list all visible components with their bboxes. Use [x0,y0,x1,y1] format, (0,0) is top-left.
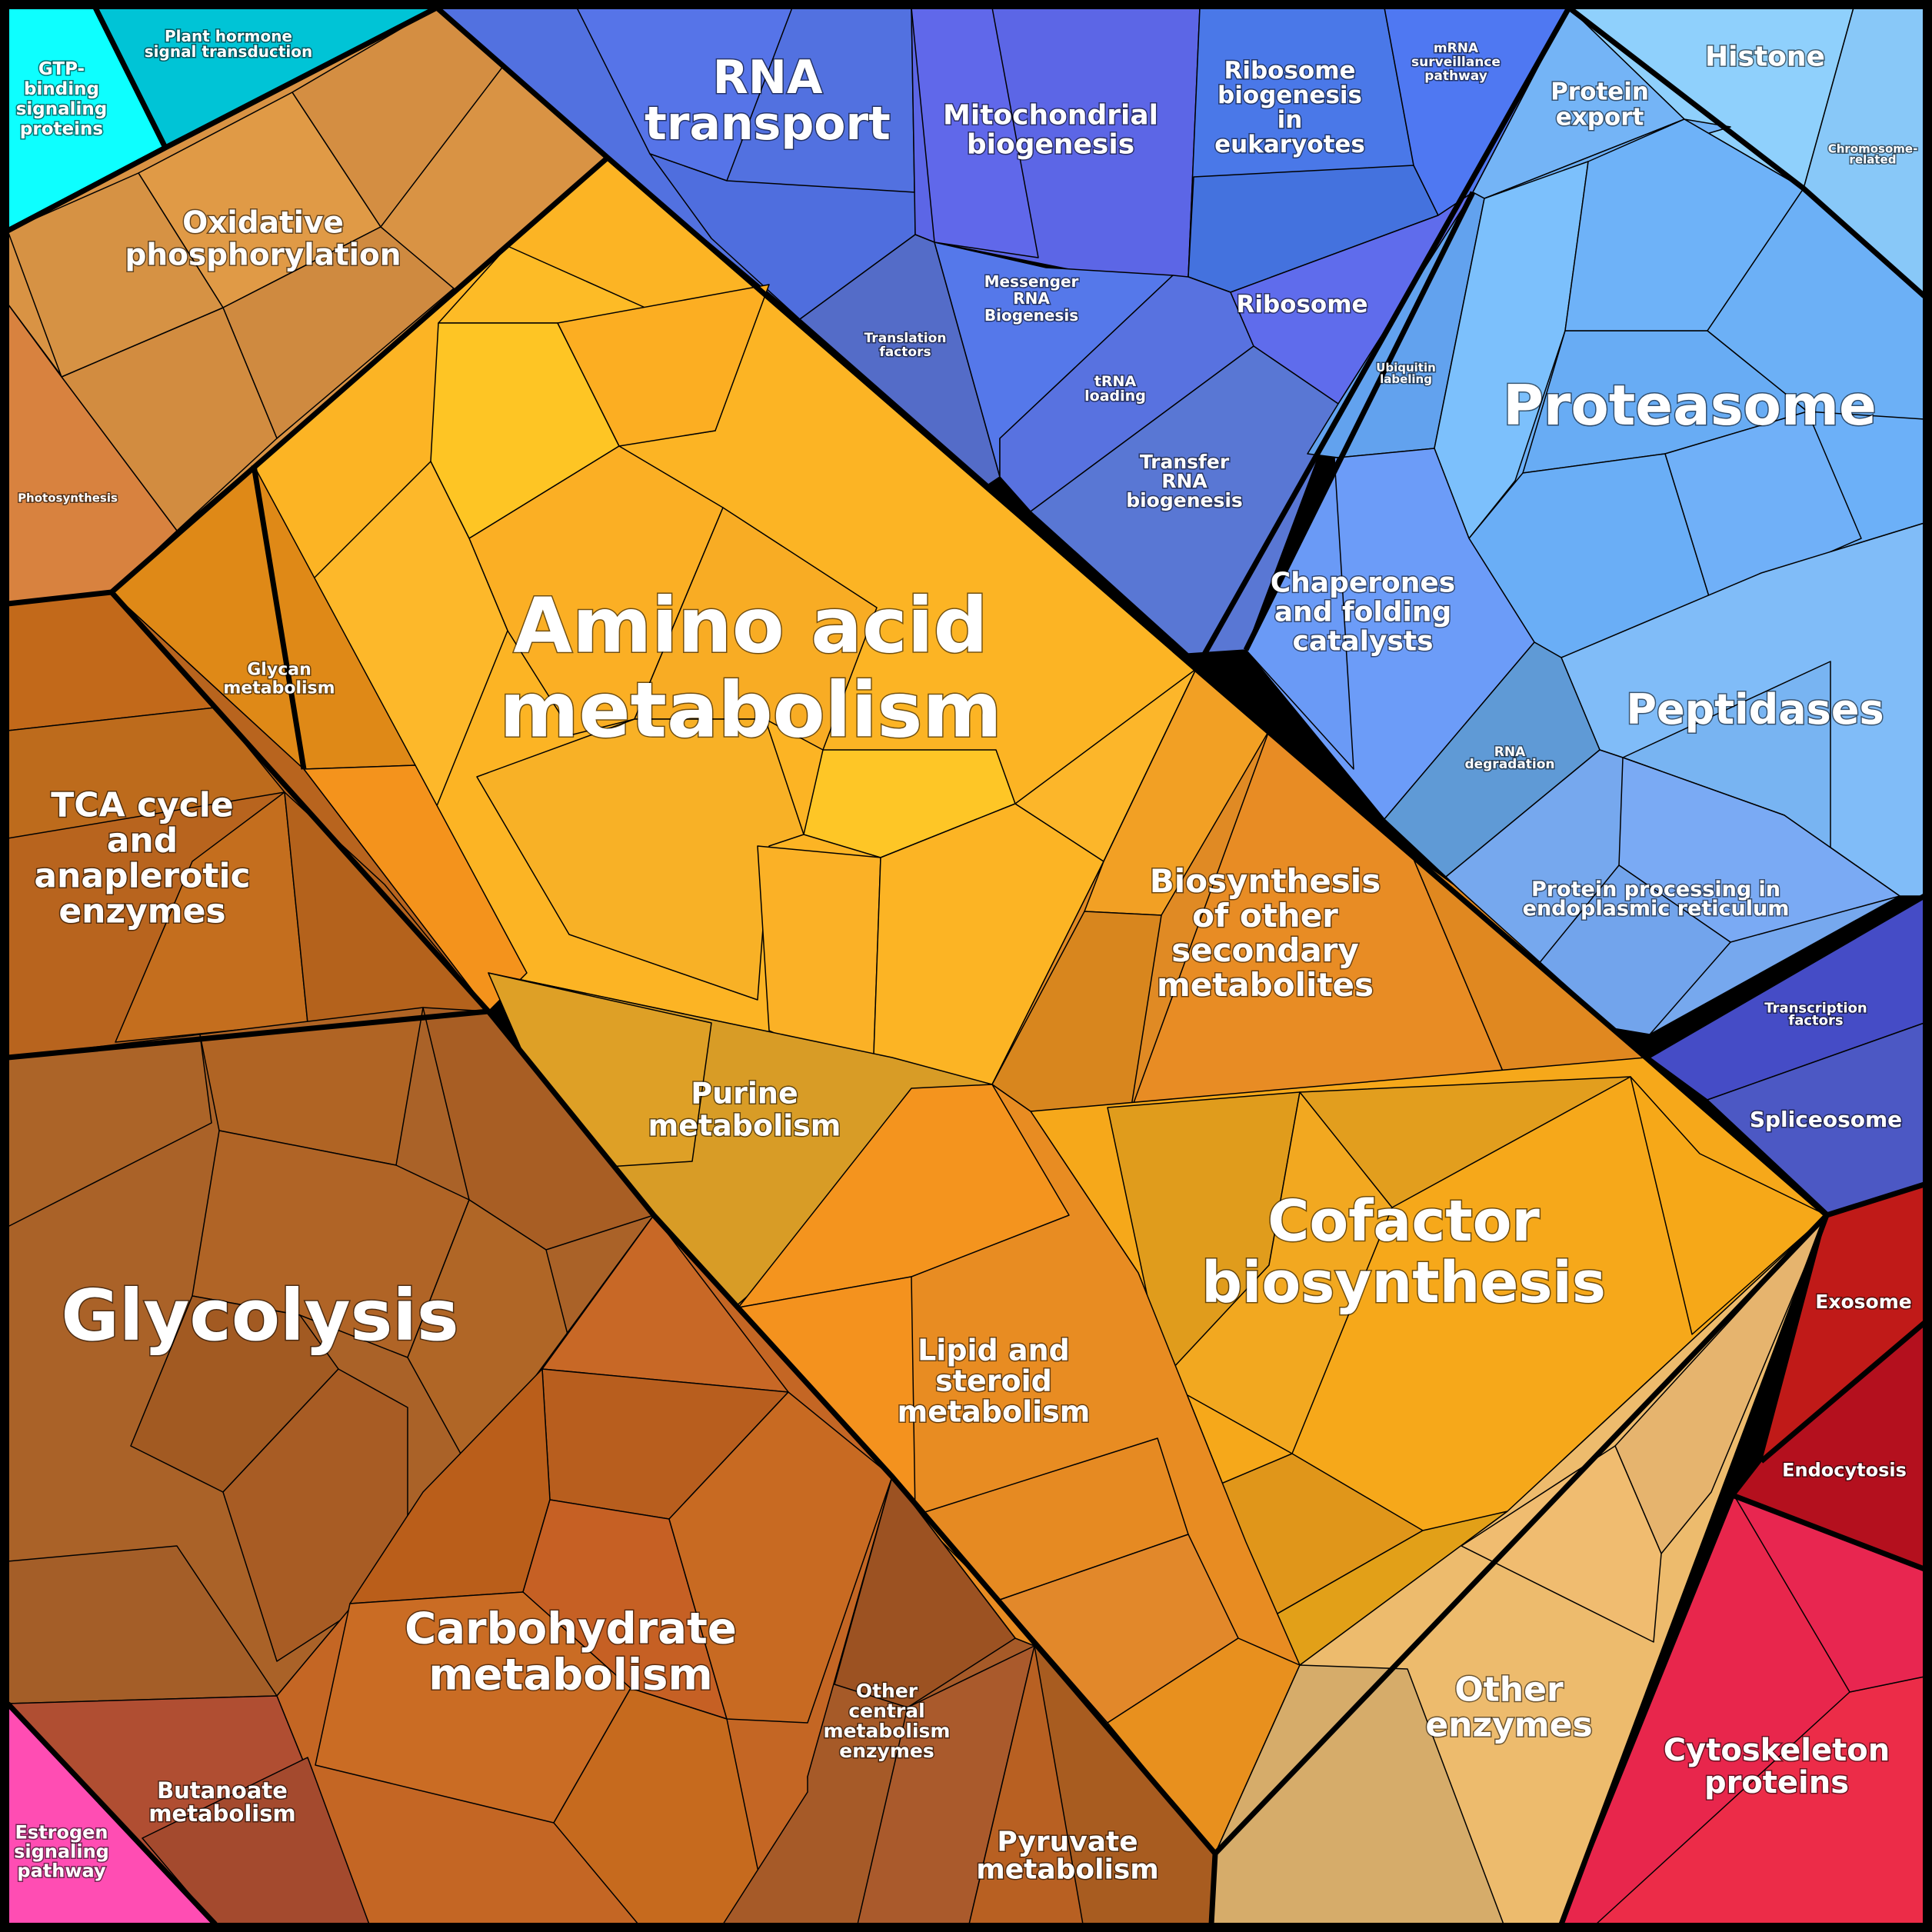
region-rna-transport[interactable] [436,7,916,320]
label-estrogen-signaling: Estrogen signaling pathway [14,1821,109,1881]
group-borders [5,5,1927,1927]
region-tca-cycle[interactable] [7,591,489,1058]
label-proteasome: Proteasome [1503,373,1877,438]
label-trna-loading: tRNA loading [1084,373,1146,405]
labels: GTP-binding signaling proteins Plant hormo… [13,26,1919,1887]
label-endocytosis: Endocytosis [1782,1459,1907,1481]
label-chaperones: Chaperones and folding catalysts [1271,568,1456,658]
label-transfer-rna-biogenesis: Transfer RNA biogenesis [1126,451,1243,511]
label-peptidases: Peptidases [1626,685,1884,734]
region-butanoate-metabolism[interactable] [7,1695,370,1925]
region-biosynthesis-secondary[interactable] [991,668,1647,1112]
label-tca-cycle: TCA cycle and anaplerotic enzymes [34,785,250,931]
label-messenger-rna-biogenesis: Messenger RNA Biogenesis [984,272,1079,325]
label-lipid-steroid: Lipid and steroid metabolism [898,1333,1091,1428]
label-biosynthesis-secondary: Biosynthesis of other secondary metabolites [1150,862,1381,1004]
label-protein-processing-er: Protein processing in endoplasmic reticul… [1523,878,1790,921]
label-carbohydrate-metabolism: Carbohydrate metabolism [405,1604,737,1700]
label-cytoskeleton-proteins: Cytoskeleton proteins [1664,1733,1890,1800]
label-spliceosome: Spliceosome [1750,1107,1902,1132]
region-transfer-rna-biogenesis[interactable] [1030,345,1339,655]
label-rna-transport: RNA transport [645,51,891,151]
label-histone: Histone [1705,42,1825,73]
label-plant-hormone: Plant hormone signal transduction [145,27,313,61]
label-mrna-surveillance: mRNA surveillance pathway [1411,41,1501,84]
label-rna-degradation: RNA degradation [1464,744,1554,772]
label-butanoate-metabolism: Butanoate metabolism [148,1777,295,1827]
label-glycan-metabolism: Glycan metabolism [223,661,335,698]
label-chromosome-related: Chromosome-related [1828,142,1918,166]
label-ribosome: Ribosome [1236,291,1367,318]
label-protein-export: Protein export [1551,78,1649,131]
region-proteasome[interactable] [1434,118,1925,658]
region-glycolysis[interactable] [7,1007,655,1704]
label-ribosome-biogenesis: Ribosome biogenesis in eukaryotes [1214,57,1365,158]
label-other-central-metabolism: Other central metabolism enzymes [824,1680,951,1762]
region-other-central-metabolism[interactable] [722,1476,1035,1925]
region-protein-processing-er[interactable] [1445,749,1900,1035]
label-transcription-factors: Transcription factors [1764,1000,1867,1028]
label-gtp-binding: GTP-binding signaling proteins [16,59,108,139]
label-pyruvate-metabolism: Pyruvate metabolism [976,1827,1159,1886]
label-exosome: Exosome [1815,1291,1911,1313]
region-rna-degradation[interactable] [1384,641,1601,878]
label-ubiquitin-labeling: Ubiquitin labeling [1376,361,1436,386]
label-cofactor-biosynthesis: Cofactor biosynthesis [1201,1188,1606,1316]
label-photosynthesis: Photosynthesis [18,491,118,505]
label-oxidative-phosphorylation: Oxidative phosphorylation [125,206,401,273]
region-oxidative-phosphorylation[interactable] [7,7,608,531]
label-mitochondrial-biogenesis: Mitochondrial biogenesis [943,100,1158,161]
region-cytoskeleton-proteins[interactable] [1561,1495,1925,1925]
label-other-enzymes: Other enzymes [1425,1670,1592,1744]
label-amino-acid-metabolism: Amino acid metabolism [499,582,1001,755]
label-purine-metabolism: Purine metabolism [648,1076,841,1142]
label-glycolysis: Glycolysis [61,1274,458,1357]
label-translation-factors: Translation factors [864,331,947,360]
